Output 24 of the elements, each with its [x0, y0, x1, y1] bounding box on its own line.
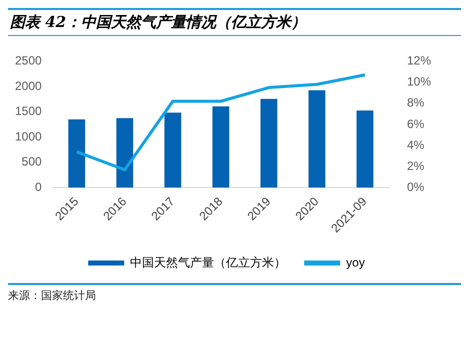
bar — [260, 98, 278, 188]
y-tick-label: 0 — [35, 180, 42, 194]
y2-tick-label: 2% — [406, 158, 425, 173]
y-tick-label: 1000 — [14, 129, 42, 144]
y2-tick-label: 8% — [406, 96, 425, 110]
y-tick-label: 1500 — [14, 104, 42, 118]
bar — [356, 110, 374, 188]
y-tick-label: 2000 — [14, 78, 42, 93]
y2-tick-label: 6% — [406, 116, 425, 131]
legend-label: yoy — [346, 255, 365, 270]
legend-label: 中国天然气产量（亿立方米） — [130, 255, 286, 270]
source-note: 来源：国家统计局 — [8, 288, 97, 303]
bar — [308, 90, 326, 188]
bar — [164, 112, 182, 188]
y2-tick-label: 10% — [406, 74, 432, 89]
y2-tick-label: 4% — [406, 138, 425, 152]
y-tick-label: 500 — [22, 154, 42, 169]
y2-tick-label: 0% — [406, 180, 425, 194]
bar — [212, 106, 230, 188]
bar — [68, 119, 86, 188]
bar — [116, 118, 134, 188]
y-tick-label: 2500 — [14, 54, 42, 68]
y2-tick-label: 12% — [406, 54, 432, 68]
chart-title: 图表 42：中国天然气产量情况（亿立方米） — [8, 8, 461, 36]
